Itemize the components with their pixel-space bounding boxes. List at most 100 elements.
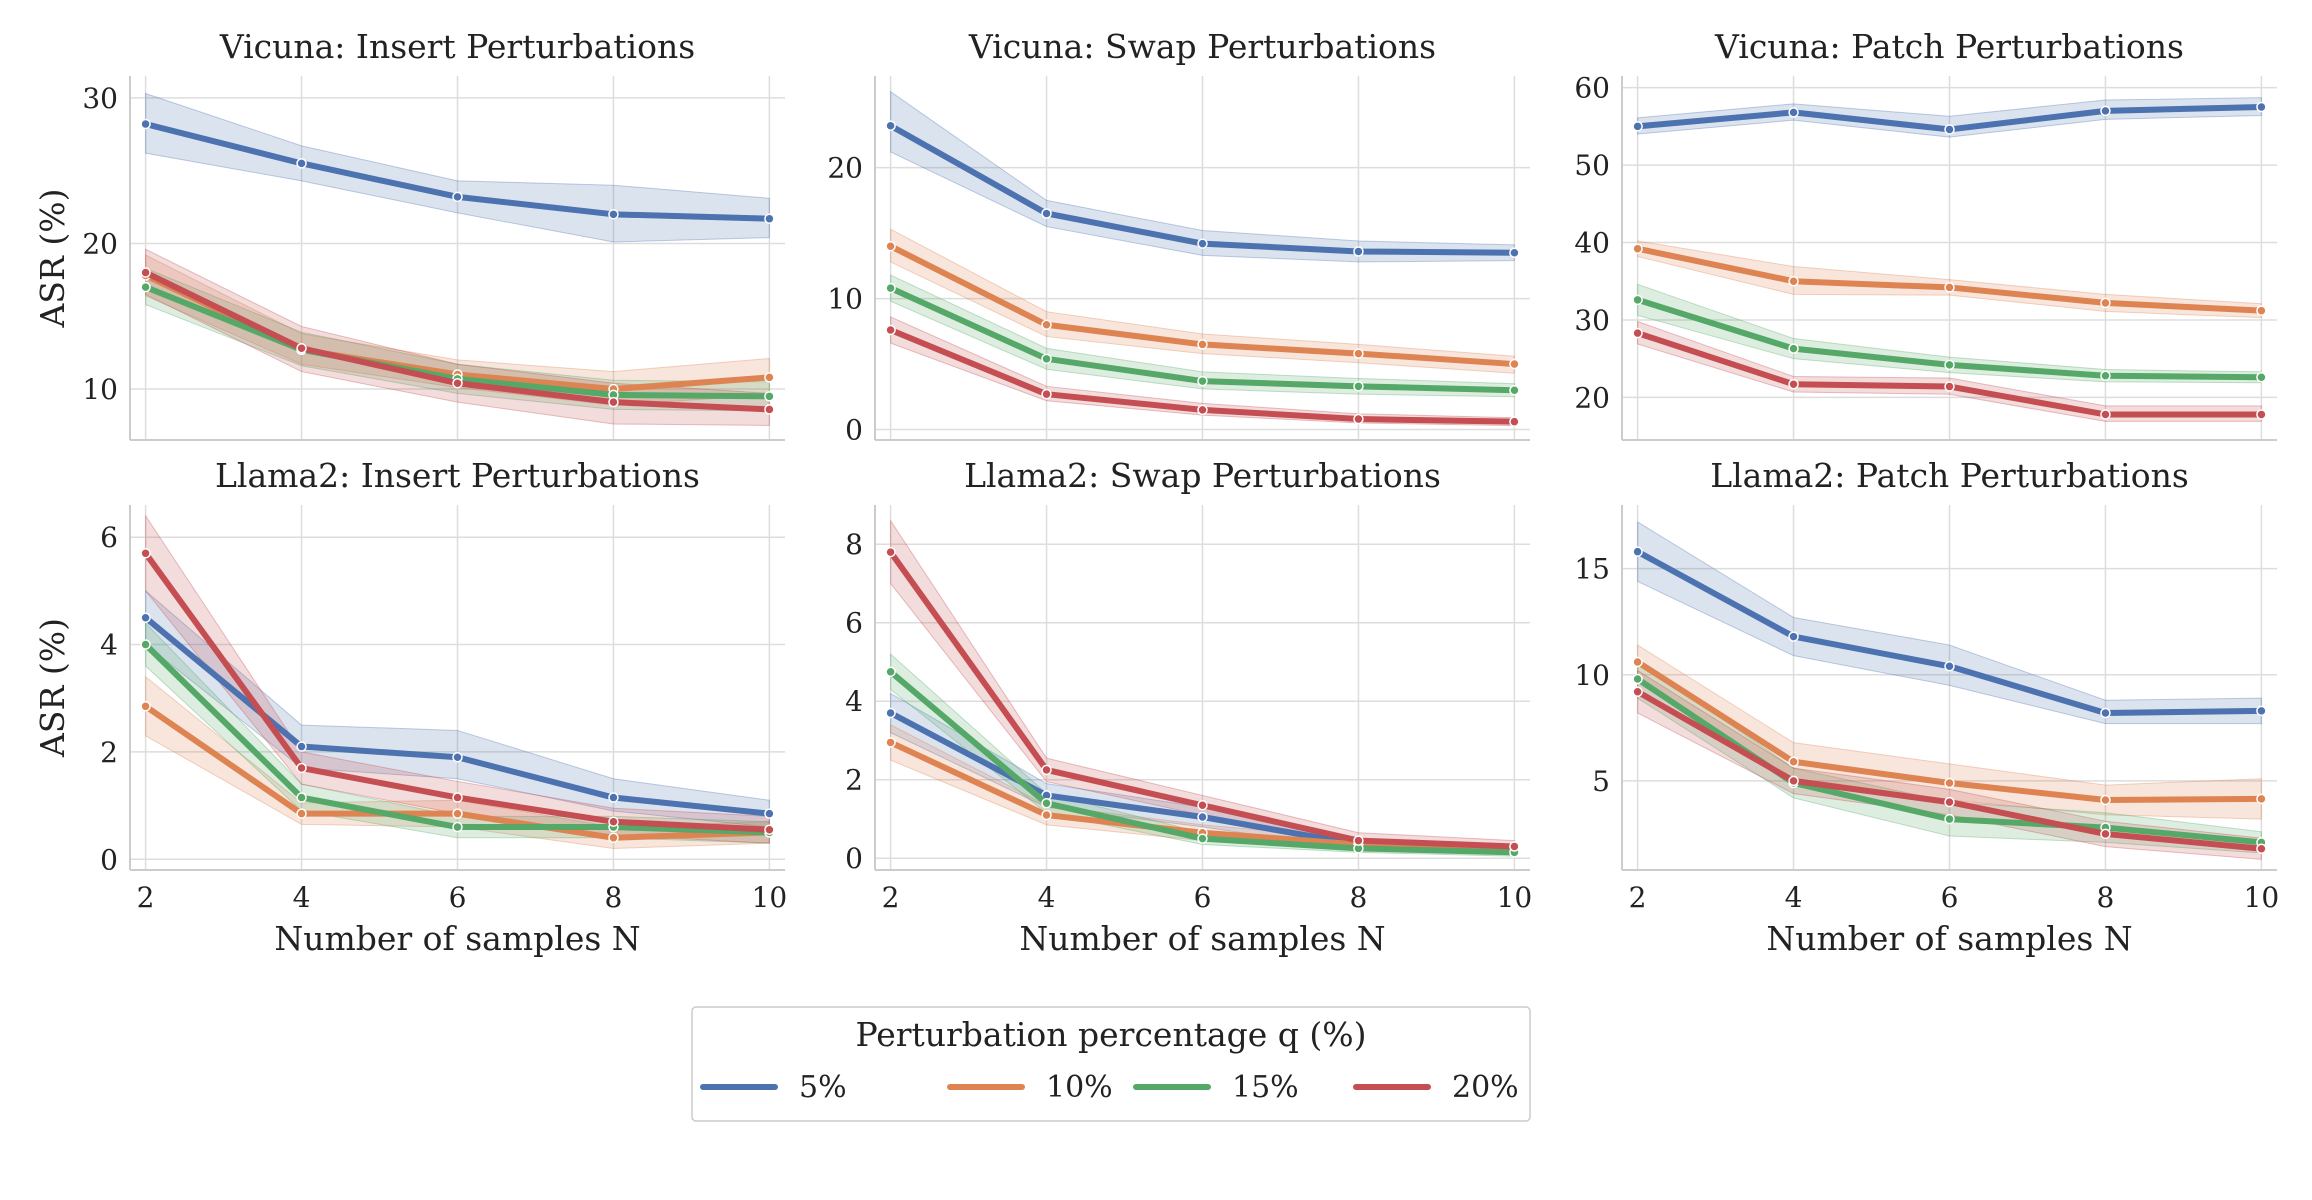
data-point [1353,835,1364,846]
x-axis-label: Number of samples N [274,919,640,958]
data-point [2256,705,2267,717]
y-tick-label: 10 [82,373,118,406]
data-point [608,832,619,844]
data-point [1632,294,1643,306]
data-point [140,281,151,293]
data-point [608,816,619,827]
data-point [2256,372,2267,383]
data-point [1788,378,1799,390]
data-point [140,118,151,130]
data-point [2100,828,2111,840]
legend: Perturbation percentage q (%)5% 10% 15% 20% [691,1006,1531,1122]
x-tick-label: 10 [2244,881,2280,914]
data-point [885,546,896,558]
panel-6: Llama2: Patch Perturbations 5 10 15 2 4 6 8 10 Nu… [1574,456,2279,958]
data-point [764,372,775,383]
y-tick-label: 10 [1574,659,1610,692]
data-point [1944,282,1955,293]
y-tick-label: 40 [1574,227,1610,260]
data-point [1041,319,1052,331]
y-tick-label: 6 [100,521,118,554]
x-tick-label: 8 [2097,881,2115,914]
data-point [885,324,896,336]
x-tick-label: 4 [1785,881,1803,914]
y-tick-label: 15 [1574,553,1610,586]
y-tick-label: 2 [100,736,118,769]
x-tick-label: 8 [605,881,623,914]
data-point [1944,124,1955,135]
x-axis-label: Number of samples N [1019,919,1385,958]
data-point [1509,247,1520,259]
panel-1: Vicuna: Insert Perturbations 10 20 30 ASR (%… [33,27,785,441]
y-tick-label: 0 [100,843,118,876]
data-point [1788,275,1799,287]
data-point [452,752,463,763]
y-tick-label: 50 [1574,149,1610,182]
data-point [764,824,775,835]
data-point [608,209,619,220]
confidence-band-3 [1637,283,2262,384]
data-point [1788,756,1799,768]
data-point [608,396,619,408]
data-point [296,343,307,354]
data-point [296,741,307,752]
y-tick-label: 4 [845,685,863,718]
data-point [1197,811,1208,823]
panel-2: Vicuna: Swap Perturbations 0 10 20 [827,27,1530,447]
data-point [296,762,307,774]
data-point [1041,388,1052,400]
data-point [1197,404,1208,416]
y-axis-label: ASR (%) [33,189,72,329]
data-point [764,808,775,819]
data-point [452,377,463,389]
data-point [1632,656,1643,668]
data-point [1788,631,1799,642]
x-tick-label: 10 [752,881,788,914]
data-point [1944,381,1955,392]
data-point [608,792,619,803]
data-point [452,821,463,833]
legend-label-3: 15% [1232,1070,1299,1105]
data-point [140,548,151,559]
confidence-band-3 [145,621,770,844]
confidence-band-4 [145,514,770,844]
y-tick-label: 8 [845,528,863,561]
data-point [1509,416,1520,427]
y-tick-label: 20 [82,227,118,260]
panel-title: Vicuna: Swap Perturbations [968,27,1436,66]
y-tick-label: 30 [82,82,118,115]
data-point [296,792,307,803]
data-point [296,158,307,169]
data-point [1353,381,1364,392]
data-point [1041,809,1052,821]
panel-title: Llama2: Swap Perturbations [964,456,1441,495]
data-point [764,404,775,415]
confidence-band-1 [145,92,770,243]
data-point [1509,841,1520,852]
data-point [764,391,775,402]
y-tick-label: 5 [1592,765,1610,798]
panel-title: Llama2: Insert Perturbations [215,456,700,495]
panel-title: Vicuna: Patch Perturbations [1714,27,2184,66]
data-point [2256,843,2267,855]
data-point [1788,107,1799,118]
x-tick-label: 6 [1194,881,1212,914]
confidence-band-3 [890,274,1515,398]
data-point [452,808,463,819]
data-point [1944,796,1955,808]
data-point [1197,339,1208,350]
data-point [885,707,896,719]
y-tick-label: 6 [845,607,863,640]
y-tick-label: 2 [845,764,863,797]
data-point [1197,833,1208,844]
legend-title: Perturbation percentage q (%) [855,1015,1366,1054]
data-point [140,612,151,623]
x-tick-label: 8 [1350,881,1368,914]
x-axis-label: Number of samples N [1766,919,2132,958]
data-point [2100,370,2111,381]
data-point [1041,208,1052,219]
x-tick-label: 6 [449,881,467,914]
data-point [1632,546,1643,557]
data-point [1944,661,1955,672]
legend-label-4: 20% [1452,1070,1519,1105]
